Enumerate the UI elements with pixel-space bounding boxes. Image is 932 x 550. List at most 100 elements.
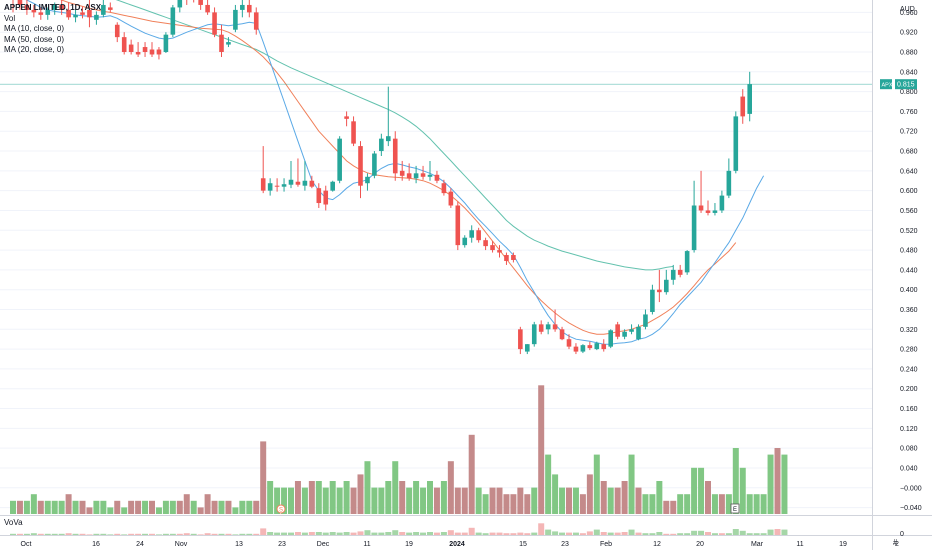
- time-tick-label: 19: [839, 541, 847, 548]
- candle: [121, 32, 127, 55]
- vova-bar: [281, 532, 288, 535]
- volume-bar: [190, 500, 197, 514]
- candle-body: [677, 269, 683, 275]
- volume-bar: [454, 487, 461, 514]
- candle-body: [198, 0, 203, 5]
- candle-body: [247, 4, 252, 13]
- candle-body: [80, 12, 85, 15]
- vova-bar: [538, 523, 545, 535]
- volume-bar: [607, 487, 614, 514]
- candle-body: [462, 237, 468, 246]
- vova-bar: [566, 532, 572, 535]
- time-tick-label: 23: [278, 541, 286, 548]
- time-tick-label: 13: [235, 541, 243, 548]
- volume-bar: [93, 500, 100, 514]
- candle: [580, 344, 586, 354]
- candle: [12, 0, 14, 13]
- candle: [657, 269, 662, 303]
- vova-bar: [308, 532, 315, 535]
- candle: [573, 343, 579, 355]
- legend-ma20[interactable]: MA (20, close, 0): [4, 45, 65, 54]
- vova-label[interactable]: VoVa: [4, 518, 23, 527]
- vova-bar: [621, 532, 628, 535]
- candle-body: [636, 326, 641, 340]
- candle: [156, 47, 162, 60]
- price-axis[interactable]: 0.960 0.920 0.880 0.840 0.800 0.760 0.720 0.680…: [900, 6, 922, 538]
- vova-bar: [545, 529, 552, 535]
- legend-ma10[interactable]: MA (10, close, 0): [4, 24, 65, 33]
- legend-volume[interactable]: Vol: [4, 13, 16, 23]
- vova-bar: [274, 532, 281, 535]
- candle-body: [149, 49, 155, 55]
- candle: [615, 321, 620, 340]
- candle-body: [295, 181, 301, 185]
- candle-body: [670, 269, 676, 280]
- vova-bar: [746, 533, 753, 535]
- time-tick-label: 23: [561, 541, 569, 548]
- time-tick-label: 16: [92, 541, 100, 548]
- candle: [219, 24, 224, 57]
- candle: [87, 0, 92, 28]
- candle-body: [691, 205, 697, 251]
- candle: [288, 160, 294, 189]
- vova-bar: [524, 533, 531, 535]
- vova-bar: [253, 533, 260, 535]
- time-tick-label: 20: [696, 541, 704, 548]
- vova-bar: [211, 533, 218, 535]
- volume-bar: [357, 474, 364, 514]
- volume-bar: [204, 494, 211, 514]
- last-price-symbol: APX: [882, 83, 893, 89]
- vova-bar: [197, 534, 204, 535]
- volume-bar: [781, 454, 788, 514]
- candle-body: [747, 84, 752, 114]
- price-tick-label: 0.720: [900, 129, 918, 136]
- vova-bar: [586, 531, 593, 535]
- price-tick-label: 0.160: [900, 406, 918, 413]
- time-tick-label: Nov: [175, 541, 188, 548]
- axis-corner-symbol[interactable]: #: [893, 538, 898, 547]
- vova-bar: [670, 533, 677, 535]
- candle: [399, 160, 405, 181]
- candle-body: [31, 9, 37, 13]
- candle-body: [260, 178, 266, 191]
- legend-title[interactable]: APPEN LIMITED, 1D, ASX: [4, 3, 102, 12]
- split-marker-label: S: [279, 508, 283, 514]
- candle: [608, 329, 613, 349]
- vova-bar: [288, 532, 294, 535]
- price-tick-label: 0.120: [900, 426, 918, 433]
- volume-bar: [329, 481, 336, 514]
- vova-bar: [239, 533, 246, 535]
- candle-body: [497, 250, 502, 253]
- earnings-marker: [730, 503, 740, 514]
- volume-bar: [121, 507, 128, 514]
- price-tick-label: 0.880: [900, 49, 918, 56]
- candle-body: [38, 12, 44, 15]
- volume-bar: [642, 494, 649, 514]
- vova-bar: [225, 533, 232, 535]
- vova-bar: [169, 533, 176, 535]
- vova-bar: [343, 532, 350, 535]
- vova-bar: [155, 534, 162, 535]
- candle: [372, 151, 377, 179]
- candle: [698, 170, 704, 213]
- volume-bar: [315, 481, 322, 514]
- candle: [135, 42, 141, 57]
- candle: [337, 136, 342, 184]
- legend-ma50[interactable]: MA (50, close, 0): [4, 34, 65, 44]
- time-axis[interactable]: Oct 16 24 Nov 13 23 Dec 11 19 2024 15 23 Feb 12 20 Mar 1…: [21, 541, 899, 548]
- volume-bar: [218, 500, 225, 514]
- candle: [309, 175, 315, 189]
- vova-bar: [600, 532, 607, 535]
- candle-body: [379, 138, 384, 152]
- vova-bar: [433, 532, 440, 535]
- volume-bar: [176, 500, 183, 514]
- chart-legend: APPEN LIMITED, 1D, ASX Vol MA (10, close…: [4, 3, 101, 56]
- candle-body: [511, 255, 516, 260]
- candle-body: [372, 153, 377, 176]
- volume-bar: [155, 507, 162, 514]
- vova-bar: [135, 533, 142, 535]
- vova-bar: [774, 529, 781, 535]
